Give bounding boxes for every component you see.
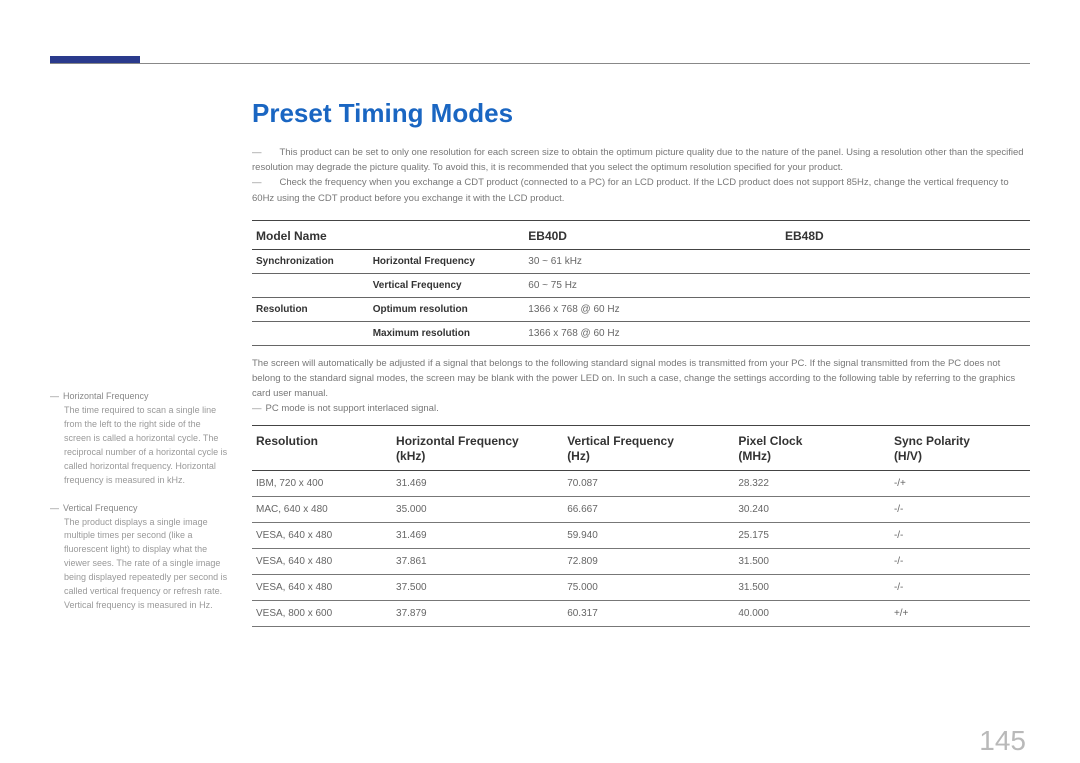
cell: 35.000 <box>392 496 563 522</box>
timing-table: Resolution Horizontal Frequency(kHz) Ver… <box>252 425 1030 627</box>
sidebar-definitions: Horizontal Frequency The time required t… <box>50 390 230 627</box>
cell: VESA, 800 x 600 <box>252 600 392 626</box>
cell: -/- <box>890 574 1030 600</box>
cell: Vertical Frequency <box>369 273 525 297</box>
table-header-row: Resolution Horizontal Frequency(kHz) Ver… <box>252 425 1030 470</box>
sidebar-term: Horizontal Frequency <box>50 390 230 404</box>
between-note: PC mode is not support interlaced signal… <box>252 401 1030 416</box>
cell: 28.322 <box>734 470 890 496</box>
between-paragraph: The screen will automatically be adjuste… <box>252 356 1030 402</box>
cell: +/+ <box>890 600 1030 626</box>
cell: 70.087 <box>563 470 734 496</box>
col-header: Model Name <box>252 220 369 249</box>
col-header: Pixel Clock(MHz) <box>734 425 890 470</box>
main-content: Preset Timing Modes This product can be … <box>252 98 1030 627</box>
cell <box>252 321 369 345</box>
cell: 31.500 <box>734 548 890 574</box>
cell: 31.500 <box>734 574 890 600</box>
cell: VESA, 640 x 480 <box>252 574 392 600</box>
cell: 30 ~ 61 kHz <box>524 249 1030 273</box>
page-title: Preset Timing Modes <box>252 98 1030 129</box>
table-row: MAC, 640 x 48035.00066.66730.240-/- <box>252 496 1030 522</box>
cell: Synchronization <box>252 249 369 273</box>
intro-notes: This product can be set to only one reso… <box>252 145 1030 206</box>
cell: 31.469 <box>392 470 563 496</box>
cell: IBM, 720 x 400 <box>252 470 392 496</box>
cell: Horizontal Frequency <box>369 249 525 273</box>
spec-table: Model Name EB40D EB48D SynchronizationHo… <box>252 220 1030 346</box>
cell: 30.240 <box>734 496 890 522</box>
table-row: VESA, 800 x 60037.87960.31740.000+/+ <box>252 600 1030 626</box>
cell: MAC, 640 x 480 <box>252 496 392 522</box>
table-header-row: Model Name EB40D EB48D <box>252 220 1030 249</box>
cell: 40.000 <box>734 600 890 626</box>
cell: 37.500 <box>392 574 563 600</box>
cell: 25.175 <box>734 522 890 548</box>
between-notes: The screen will automatically be adjuste… <box>252 356 1030 417</box>
table-row: VESA, 640 x 48037.50075.00031.500-/- <box>252 574 1030 600</box>
cell: 60.317 <box>563 600 734 626</box>
table-row: VESA, 640 x 48031.46959.94025.175-/- <box>252 522 1030 548</box>
table-row: SynchronizationHorizontal Frequency30 ~ … <box>252 249 1030 273</box>
col-header: Sync Polarity(H/V) <box>890 425 1030 470</box>
table-row: Maximum resolution1366 x 768 @ 60 Hz <box>252 321 1030 345</box>
cell: VESA, 640 x 480 <box>252 522 392 548</box>
sidebar-definition: The product displays a single image mult… <box>50 516 230 614</box>
cell: 66.667 <box>563 496 734 522</box>
cell: -/- <box>890 496 1030 522</box>
cell: 37.879 <box>392 600 563 626</box>
cell: 75.000 <box>563 574 734 600</box>
col-header <box>369 220 525 249</box>
cell: 1366 x 768 @ 60 Hz <box>524 321 1030 345</box>
cell: 60 ~ 75 Hz <box>524 273 1030 297</box>
table-row: VESA, 640 x 48037.86172.80931.500-/- <box>252 548 1030 574</box>
cell: 72.809 <box>563 548 734 574</box>
col-header: Horizontal Frequency(kHz) <box>392 425 563 470</box>
cell: 59.940 <box>563 522 734 548</box>
cell: Maximum resolution <box>369 321 525 345</box>
page-number: 145 <box>979 725 1026 757</box>
table-row: ResolutionOptimum resolution1366 x 768 @… <box>252 297 1030 321</box>
sidebar-term: Vertical Frequency <box>50 502 230 516</box>
col-header: EB48D <box>781 220 1030 249</box>
cell: -/- <box>890 548 1030 574</box>
col-header: EB40D <box>524 220 781 249</box>
cell <box>252 273 369 297</box>
col-header: Vertical Frequency(Hz) <box>563 425 734 470</box>
col-header: Resolution <box>252 425 392 470</box>
note-text: Check the frequency when you exchange a … <box>252 175 1030 205</box>
cell: 1366 x 768 @ 60 Hz <box>524 297 1030 321</box>
cell: Resolution <box>252 297 369 321</box>
cell: 37.861 <box>392 548 563 574</box>
cell: -/+ <box>890 470 1030 496</box>
cell: 31.469 <box>392 522 563 548</box>
sidebar-definition: The time required to scan a single line … <box>50 404 230 488</box>
cell: -/- <box>890 522 1030 548</box>
cell: VESA, 640 x 480 <box>252 548 392 574</box>
table-row: Vertical Frequency60 ~ 75 Hz <box>252 273 1030 297</box>
table-row: IBM, 720 x 40031.46970.08728.322-/+ <box>252 470 1030 496</box>
header-rule <box>50 63 1030 66</box>
note-text: This product can be set to only one reso… <box>252 145 1030 175</box>
cell: Optimum resolution <box>369 297 525 321</box>
header-accent-bar <box>50 56 140 63</box>
